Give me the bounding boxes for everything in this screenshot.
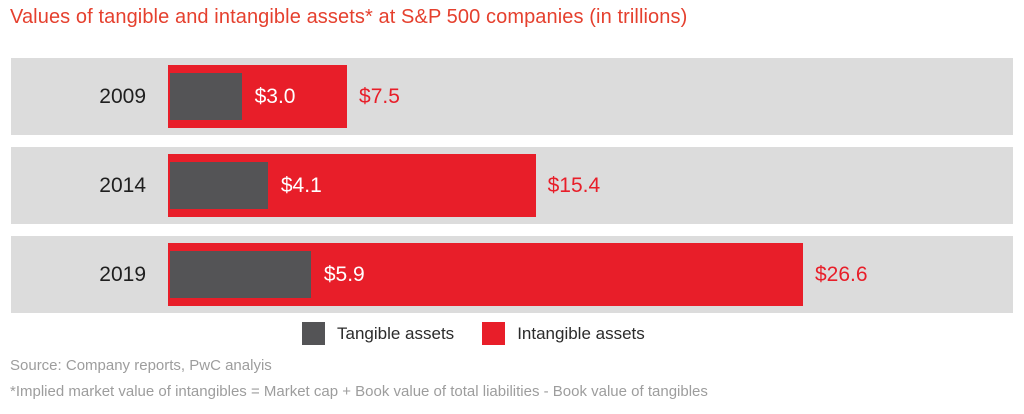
legend-item-tangible-assets: Tangible assets (302, 322, 454, 345)
bar-area: $5.9 $26.6 (168, 236, 1013, 313)
bar-area: $3.0 $7.5 (168, 58, 1013, 135)
intangible-value-label: $26.6 (815, 263, 868, 286)
bar-area: $4.1 $15.4 (168, 147, 1013, 224)
chart-title: Values of tangible and intangible assets… (10, 6, 688, 28)
tangible-value-label: $5.9 (323, 263, 365, 286)
legend-label: Tangible assets (337, 323, 455, 343)
chart-row-2009: 2009 $3.0 $7.5 (11, 58, 1013, 135)
tangible-assets-bar (170, 73, 242, 120)
category-label: 2014 (99, 173, 146, 197)
bar-chart: 2009 $3.0 $7.5 2014 $4.1 $15.4 2019 $5.9 $26.6 (11, 58, 1013, 313)
category-label: 2009 (99, 84, 146, 108)
intangible-assets-bar: $4.1 (168, 154, 536, 217)
chart-row-2014: 2014 $4.1 $15.4 (11, 147, 1013, 224)
footnote-text: *Implied market value of intangibles = M… (10, 383, 708, 400)
legend-swatch (482, 322, 506, 345)
chart-legend: Tangible assets Intangible assets (302, 322, 645, 345)
chart-row-2019: 2019 $5.9 $26.6 (11, 236, 1013, 313)
legend-swatch (302, 322, 325, 345)
tangible-assets-bar (170, 162, 268, 209)
category-label: 2019 (99, 262, 146, 286)
tangible-value-label: $4.1 (280, 174, 322, 197)
intangible-value-label: $15.4 (547, 174, 601, 197)
intangible-assets-bar: $5.9 (168, 243, 803, 306)
source-text: Source: Company reports, PwC analyis (10, 357, 272, 374)
intangible-assets-bar: $3.0 (168, 65, 348, 128)
tangible-value-label: $3.0 (254, 85, 296, 108)
tangible-assets-bar (170, 251, 311, 298)
legend-label: Intangible assets (517, 323, 645, 343)
intangible-value-label: $7.5 (359, 85, 400, 108)
legend-item-intangible-assets: Intangible assets (482, 322, 645, 345)
